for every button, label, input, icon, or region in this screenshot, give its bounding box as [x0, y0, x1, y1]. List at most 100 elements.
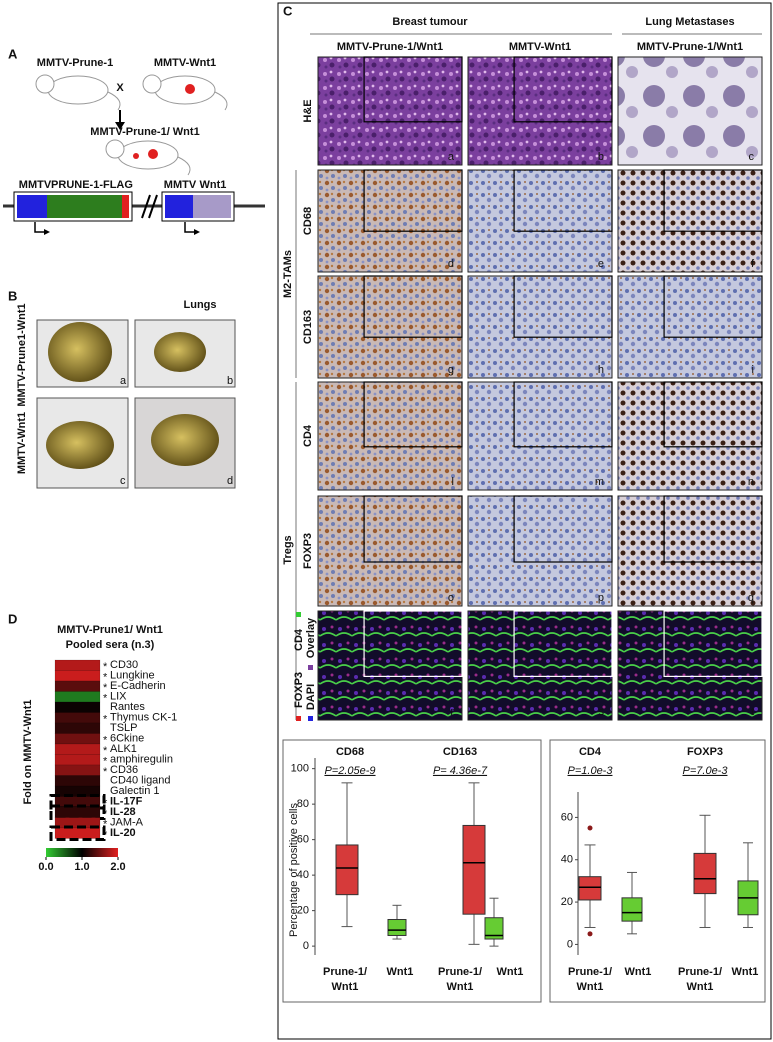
heatmap-cell	[54, 827, 101, 839]
mouse-label: MMTV-Wnt1	[154, 57, 216, 69]
inset-box	[513, 381, 613, 448]
group-title: FOXP3	[687, 746, 723, 758]
asterisk: *	[103, 808, 108, 820]
histology-image	[317, 381, 463, 491]
arrow-head	[115, 122, 125, 130]
x-label: Wnt1	[332, 981, 359, 993]
y-tick-label: 40	[561, 854, 573, 866]
if-label: CD4	[293, 628, 305, 651]
asterisk: *	[103, 756, 108, 768]
panel-label: D	[8, 611, 17, 626]
box	[693, 852, 717, 895]
row-label: CD68	[302, 207, 314, 235]
x-label: Prune-1/	[678, 966, 722, 978]
y-tick-label: 80	[297, 798, 309, 810]
row-label: LIX	[110, 691, 127, 703]
x-label: Wnt1	[687, 981, 714, 993]
histology-image	[617, 495, 763, 607]
y-axis-label: Fold on MMTV-Wnt1	[22, 699, 34, 804]
y-tick-label: 20	[297, 905, 309, 917]
inset-box	[363, 381, 463, 448]
x-label: Wnt1	[625, 966, 652, 978]
image-letter: c	[749, 151, 755, 163]
histology-image	[617, 169, 763, 273]
image-letter: i	[752, 364, 754, 376]
inset-box	[513, 169, 613, 232]
x-label: Prune-1/	[323, 966, 367, 978]
image-letter: b	[598, 151, 604, 163]
row-label: IL-20	[110, 827, 136, 839]
image-letter: o	[448, 592, 454, 604]
box	[578, 876, 602, 901]
box	[387, 919, 407, 936]
row-label: Lungkine	[110, 670, 155, 682]
heatmap-cell	[54, 775, 101, 787]
gene-construct	[3, 191, 265, 235]
histology-image	[467, 275, 613, 379]
inset-box	[663, 381, 763, 448]
image-letter: p	[598, 592, 604, 604]
group-label: M2-TAMs	[282, 250, 294, 298]
heatmap-cell	[54, 659, 101, 671]
p-value: P= 4.36e-7	[433, 765, 488, 777]
panel-label: A	[8, 46, 18, 61]
heatmap-cell	[54, 743, 101, 755]
panel-label: B	[8, 288, 17, 303]
row-label: JAM-A	[110, 817, 144, 829]
row-label: Galectin 1	[110, 785, 160, 797]
histology-image	[467, 56, 613, 166]
image-letter: a	[120, 375, 127, 387]
column-header: MMTV-Wnt1	[509, 41, 571, 53]
heatmap-cell	[54, 733, 101, 745]
image-letter: t	[751, 706, 754, 718]
image-letter: g	[448, 364, 454, 376]
x-label: Wnt1	[577, 981, 604, 993]
image-letter: s	[599, 706, 605, 718]
row-label: amphiregulin	[110, 754, 173, 766]
row-label: MMTV-Prune1-Wnt1	[16, 303, 28, 406]
outlier	[587, 825, 593, 831]
p-value: P=2.05e-9	[324, 765, 375, 777]
image-letter: c	[120, 475, 126, 487]
mouse-drawings	[35, 74, 228, 176]
box	[484, 917, 504, 940]
inset-box	[663, 275, 763, 338]
image-letter: h	[598, 364, 604, 376]
row-label: CD40 ligand	[110, 775, 171, 787]
box	[462, 824, 486, 915]
if-label: FOXP3	[293, 672, 305, 708]
x-label: Prune-1/	[568, 966, 612, 978]
heatmap-cell	[54, 722, 101, 734]
asterisk: *	[103, 672, 108, 684]
colorbar	[46, 848, 118, 857]
offspring-label: MMTV-Prune-1/ Wnt1	[90, 126, 199, 138]
y-axis-label: Percentage of positive cells	[288, 803, 300, 937]
histology-image	[317, 56, 463, 166]
image-letter: q	[748, 592, 754, 604]
row-label: Rantes	[110, 701, 145, 713]
panel-frame	[277, 2, 772, 1040]
heatmap-cell	[54, 754, 101, 766]
histology-image	[467, 495, 613, 607]
legend-swatch	[308, 716, 313, 721]
y-tick-label: 60	[561, 811, 573, 823]
if-label: Overlay	[305, 617, 317, 658]
x-label: Wnt1	[447, 981, 474, 993]
panel-title: Lungs	[184, 299, 217, 311]
highlight-box	[49, 825, 106, 841]
heatmap-cell	[54, 712, 101, 724]
inset-box	[513, 275, 613, 338]
histology-image	[617, 56, 763, 166]
inset-box	[363, 275, 463, 338]
x-label: Prune-1/	[438, 966, 482, 978]
inset-box	[663, 169, 763, 232]
image-letter: l	[452, 476, 454, 488]
cross: X	[116, 82, 124, 94]
lung-photos	[36, 319, 236, 489]
asterisk: *	[103, 714, 108, 726]
asterisk: *	[103, 735, 108, 747]
x-label: Wnt1	[497, 966, 524, 978]
histology-image	[317, 610, 463, 721]
histology-image	[617, 381, 763, 491]
